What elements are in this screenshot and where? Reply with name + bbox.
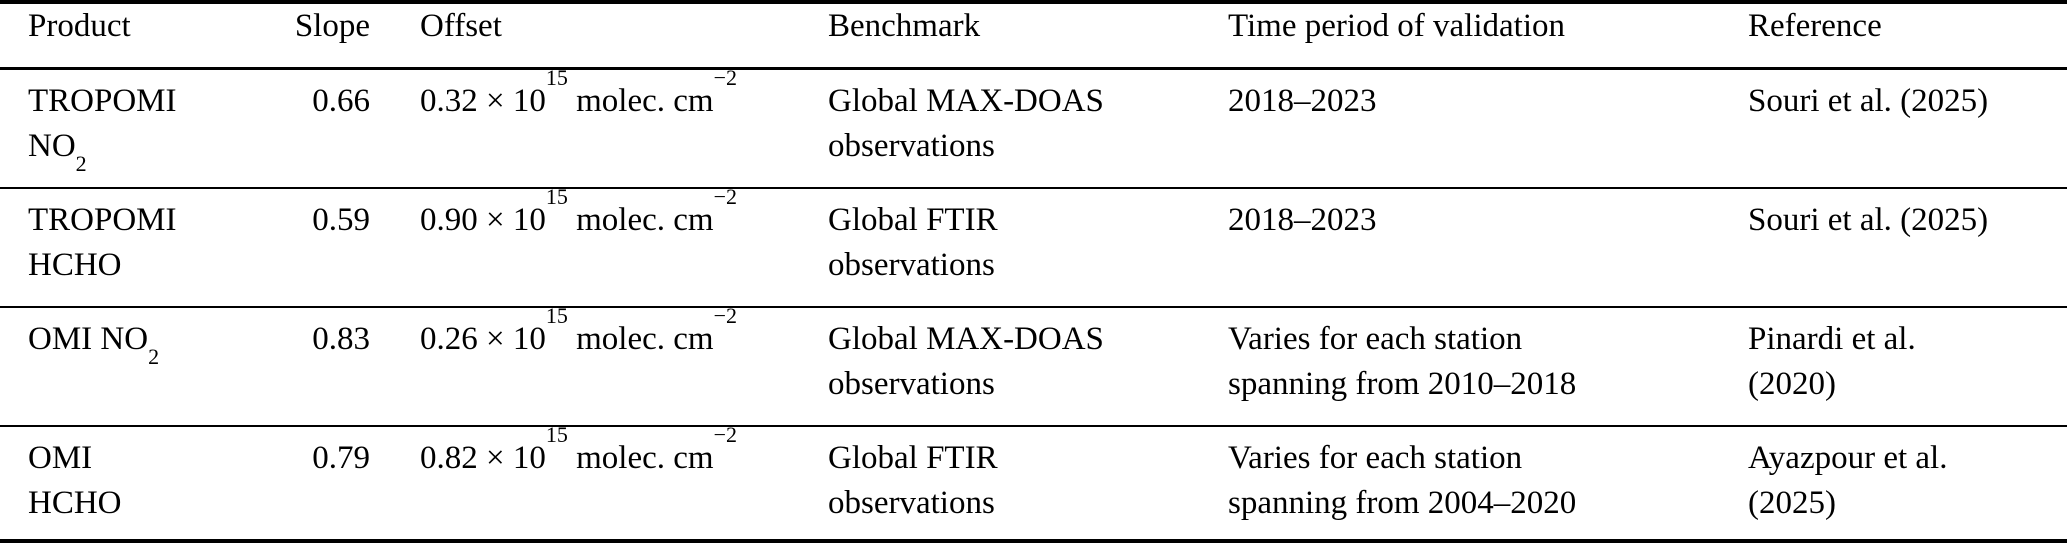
- benchmark-cell: Global MAX-DOAS observations: [828, 321, 1104, 402]
- time-period-cell: Varies for each station spanning from 20…: [1228, 440, 1577, 521]
- slope-cell: 0.66: [312, 83, 370, 119]
- time-period-cell: 2018–2023: [1228, 83, 1377, 119]
- reference-cell: Ayazpour et al. (2025): [1748, 440, 1948, 521]
- reference-cell: Souri et al. (2025): [1748, 202, 1989, 238]
- exponent: 15: [545, 422, 568, 447]
- offset-cell: 0.82 × 1015 molec. cm−2: [420, 422, 737, 477]
- exponent: 15: [545, 303, 568, 328]
- product-cell: OMI NO2: [0, 308, 288, 425]
- product-name-line1: OMI NO2: [28, 321, 160, 369]
- header-reference: Reference: [1748, 8, 1882, 44]
- table-row: TROPOMI HCHO 0.59 0.90 × 1015 molec. cm−…: [0, 184, 2067, 308]
- product-name-line2: NO2: [28, 128, 87, 176]
- benchmark-cell: Global FTIR observations: [828, 202, 998, 283]
- product-name-line1: OMI: [28, 440, 93, 476]
- time-period-cell: Varies for each station spanning from 20…: [1228, 321, 1577, 402]
- offset-cell: 0.26 × 1015 molec. cm−2: [420, 303, 737, 358]
- exponent: 15: [545, 184, 568, 209]
- reference-cell: Souri et al. (2025): [1748, 83, 1989, 119]
- offset-cell: 0.90 × 1015 molec. cm−2: [420, 184, 737, 239]
- header-product: Product: [28, 8, 131, 44]
- table-row: TROPOMI NO2 0.66 0.32 × 1015 molec. cm−2…: [0, 65, 2067, 189]
- unit-exponent: −2: [713, 184, 737, 209]
- product-cell: OMI HCHO: [0, 427, 288, 539]
- offset-cell: 0.32 × 1015 molec. cm−2: [420, 65, 737, 120]
- unit-exponent: −2: [713, 303, 737, 328]
- benchmark-cell: Global MAX-DOAS observations: [828, 83, 1104, 164]
- unit-exponent: −2: [713, 65, 737, 90]
- product-name-line2: HCHO: [28, 247, 122, 283]
- header-benchmark: Benchmark: [828, 8, 981, 44]
- slope-cell: 0.59: [312, 202, 370, 238]
- product-name-line2: HCHO: [28, 485, 122, 521]
- slope-cell: 0.79: [312, 440, 370, 476]
- table-header-row: Product Slope Offset Benchmark Time peri…: [0, 4, 2067, 70]
- header-time-period: Time period of validation: [1228, 8, 1565, 44]
- unit-exponent: −2: [713, 422, 737, 447]
- time-period-cell: 2018–2023: [1228, 202, 1377, 238]
- product-cell: TROPOMI HCHO: [0, 189, 288, 306]
- table-row: OMI NO2 0.83 0.26 × 1015 molec. cm−2 Glo…: [0, 303, 2067, 427]
- table-row: OMI HCHO 0.79 0.82 × 1015 molec. cm−2 Gl…: [0, 422, 2067, 543]
- header-slope: Slope: [294, 8, 370, 44]
- slope-cell: 0.83: [312, 321, 370, 357]
- header-offset: Offset: [420, 8, 502, 44]
- product-cell: TROPOMI NO2: [0, 70, 288, 187]
- chemical-subscript: 2: [148, 343, 160, 369]
- benchmark-cell: Global FTIR observations: [828, 440, 998, 521]
- product-name-line1: TROPOMI: [28, 83, 177, 119]
- reference-cell: Pinardi et al. (2020): [1748, 321, 1916, 402]
- exponent: 15: [545, 65, 568, 90]
- chemical-subscript: 2: [75, 150, 87, 176]
- product-name-line1: TROPOMI: [28, 202, 177, 238]
